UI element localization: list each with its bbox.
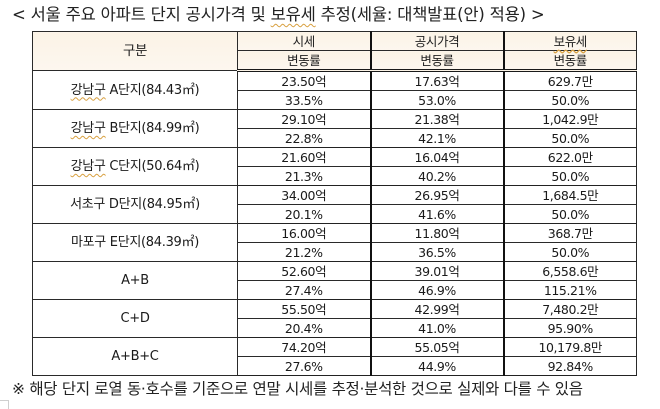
official-price-cell: 26.95억 xyxy=(369,185,504,205)
market-price-cell: 21.60억 xyxy=(237,147,371,167)
holding-tax-cell: 10,179.8만 xyxy=(502,337,637,357)
header-tax-rate: 변동률 xyxy=(502,50,637,72)
tax-rate-cell: 50.0% xyxy=(502,242,637,262)
tax-rate-cell: 50.0% xyxy=(502,166,637,186)
tax-rate-cell: 50.0% xyxy=(502,128,637,148)
header-official-price: 공시가격 xyxy=(369,31,504,51)
holding-tax-cell: 622.0만 xyxy=(502,147,637,167)
table-row: 21.3% 40.2% 50.0% xyxy=(33,166,637,186)
table-row: A+B+C 74.20억 55.05억 10,179.8만 xyxy=(32,337,637,376)
market-price-cell: 55.50억 xyxy=(237,299,371,319)
header-market-rate: 변동률 xyxy=(237,50,371,72)
row-label-name: A단지(84.43㎡) xyxy=(105,82,200,98)
market-price-cell: 74.20억 xyxy=(237,337,371,357)
market-price-cell: 52.60억 xyxy=(237,261,371,281)
tax-rate-cell: 115.21% xyxy=(502,280,637,300)
table-row: 22.8% 42.1% 50.0% xyxy=(33,128,637,148)
row-label-name: C+D xyxy=(120,311,150,326)
official-rate-cell: 36.5% xyxy=(369,242,504,262)
row-label-district: 강남구 xyxy=(70,121,106,136)
official-price-cell: 21.38억 xyxy=(369,109,504,129)
table-row: 강남구 B단지(84.99㎡) 29.10억 21.38억 1,042.9만 xyxy=(32,109,637,148)
official-price-cell: 42.99억 xyxy=(369,299,504,319)
market-rate-cell: 21.2% xyxy=(237,242,371,262)
official-rate-cell: 46.9% xyxy=(369,280,504,300)
market-rate-cell: 27.4% xyxy=(237,280,371,300)
official-price-cell: 17.63억 xyxy=(369,70,504,91)
table-row: 21.2% 36.5% 50.0% xyxy=(33,242,637,262)
row-label: A+B+C xyxy=(32,337,238,376)
header-row-1: 구분 시세 공시가격 보유세 xyxy=(32,31,637,71)
official-rate-cell: 44.9% xyxy=(369,356,504,376)
market-price-cell: 16.00억 xyxy=(237,223,371,243)
table-row: 강남구 C단지(50.64㎡) 21.60억 16.04억 622.0만 xyxy=(32,147,637,186)
header-row-2: 변동률 변동률 변동률 xyxy=(33,50,637,72)
table-row: 마포구 E단지(84.39㎡) 16.00억 11.80억 368.7만 xyxy=(32,223,637,262)
table-row: 20.1% 41.6% 50.0% xyxy=(33,204,637,224)
page-title: < 서울 주요 아파트 단지 공시가격 및 보유세 추정(세율: 대책발표(안)… xyxy=(12,4,652,26)
title-suffix: 추정(세율: 대책발표(안) 적용) > xyxy=(315,5,545,24)
official-price-cell: 16.04억 xyxy=(369,147,504,167)
holding-tax-cell: 6,558.6만 xyxy=(502,261,637,281)
header-holding-tax-label: 보유세 xyxy=(553,33,588,49)
row-label-name: A+B xyxy=(121,273,149,288)
official-rate-cell: 41.6% xyxy=(369,204,504,224)
holding-tax-cell: 7,480.2만 xyxy=(502,299,637,319)
row-label-name: A+B+C xyxy=(111,349,159,364)
table-row: 27.6% 44.9% 92.84% xyxy=(33,356,637,376)
market-rate-cell: 20.4% xyxy=(237,318,371,338)
market-price-cell: 29.10억 xyxy=(237,109,371,129)
official-rate-cell: 41.0% xyxy=(369,318,504,338)
row-label-name: 서초구 D단지(84.95㎡) xyxy=(70,197,200,212)
row-label: 강남구 C단지(50.64㎡) xyxy=(32,147,238,186)
official-rate-cell: 42.1% xyxy=(369,128,504,148)
apartment-tax-table: 구분 시세 공시가격 보유세 변동률 변동률 변동률 강남구 A단지(84.43… xyxy=(32,31,637,376)
market-rate-cell: 20.1% xyxy=(237,204,371,224)
row-label-name: B단지(84.99㎡) xyxy=(105,121,200,136)
tax-rate-cell: 50.0% xyxy=(502,204,637,224)
tax-rate-cell: 50.0% xyxy=(502,90,637,110)
market-rate-cell: 22.8% xyxy=(237,128,371,148)
tax-rate-cell: 92.84% xyxy=(502,356,637,376)
title-underlined-word: 보유세 xyxy=(270,5,316,24)
official-rate-cell: 40.2% xyxy=(369,166,504,186)
row-label-district: 강남구 xyxy=(70,82,106,98)
holding-tax-cell: 368.7만 xyxy=(502,223,637,243)
header-category: 구분 xyxy=(32,31,238,71)
official-rate-cell: 53.0% xyxy=(369,90,504,110)
row-label: 마포구 E단지(84.39㎡) xyxy=(32,223,238,262)
official-price-cell: 11.80억 xyxy=(369,223,504,243)
holding-tax-cell: 629.7만 xyxy=(502,70,637,91)
market-rate-cell: 33.5% xyxy=(237,90,371,110)
header-market-price: 시세 xyxy=(237,31,371,51)
corner-mark xyxy=(0,400,9,409)
row-label: 서초구 D단지(84.95㎡) xyxy=(32,185,238,224)
row-label-name: C단지(50.64㎡) xyxy=(105,159,200,174)
row-label-district: 강남구 xyxy=(70,159,106,174)
footnote: ※ 해당 단지 로열 동·호수를 기준으로 연말 시세를 추정·분석한 것으로 … xyxy=(12,380,583,398)
row-label: 강남구 A단지(84.43㎡) xyxy=(32,70,238,110)
row-label: C+D xyxy=(32,299,238,338)
market-rate-cell: 21.3% xyxy=(237,166,371,186)
table-row: A+B 52.60억 39.01억 6,558.6만 xyxy=(32,261,637,300)
market-price-cell: 34.00억 xyxy=(237,185,371,205)
official-price-cell: 39.01억 xyxy=(369,261,504,281)
official-price-cell: 55.05억 xyxy=(369,337,504,357)
row-label: A+B xyxy=(32,261,238,300)
row-label: 강남구 B단지(84.99㎡) xyxy=(32,109,238,148)
holding-tax-cell: 1,684.5만 xyxy=(502,185,637,205)
table-row: 서초구 D단지(84.95㎡) 34.00억 26.95억 1,684.5만 xyxy=(32,185,637,224)
tax-rate-cell: 95.90% xyxy=(502,318,637,338)
header-official-rate: 변동률 xyxy=(369,50,504,72)
table-row: 강남구 A단지(84.43㎡) 23.50억 17.63억 629.7만 xyxy=(32,70,637,110)
table-row: C+D 55.50억 42.99억 7,480.2만 xyxy=(32,299,637,338)
row-label-name: 마포구 E단지(84.39㎡) xyxy=(70,235,199,250)
title-prefix: < 서울 주요 아파트 단지 공시가격 및 xyxy=(12,5,271,24)
table-row: 27.4% 46.9% 115.21% xyxy=(33,280,637,300)
market-rate-cell: 27.6% xyxy=(237,356,371,376)
holding-tax-cell: 1,042.9만 xyxy=(502,109,637,129)
header-holding-tax: 보유세 xyxy=(502,31,637,51)
market-price-cell: 23.50억 xyxy=(237,70,371,91)
